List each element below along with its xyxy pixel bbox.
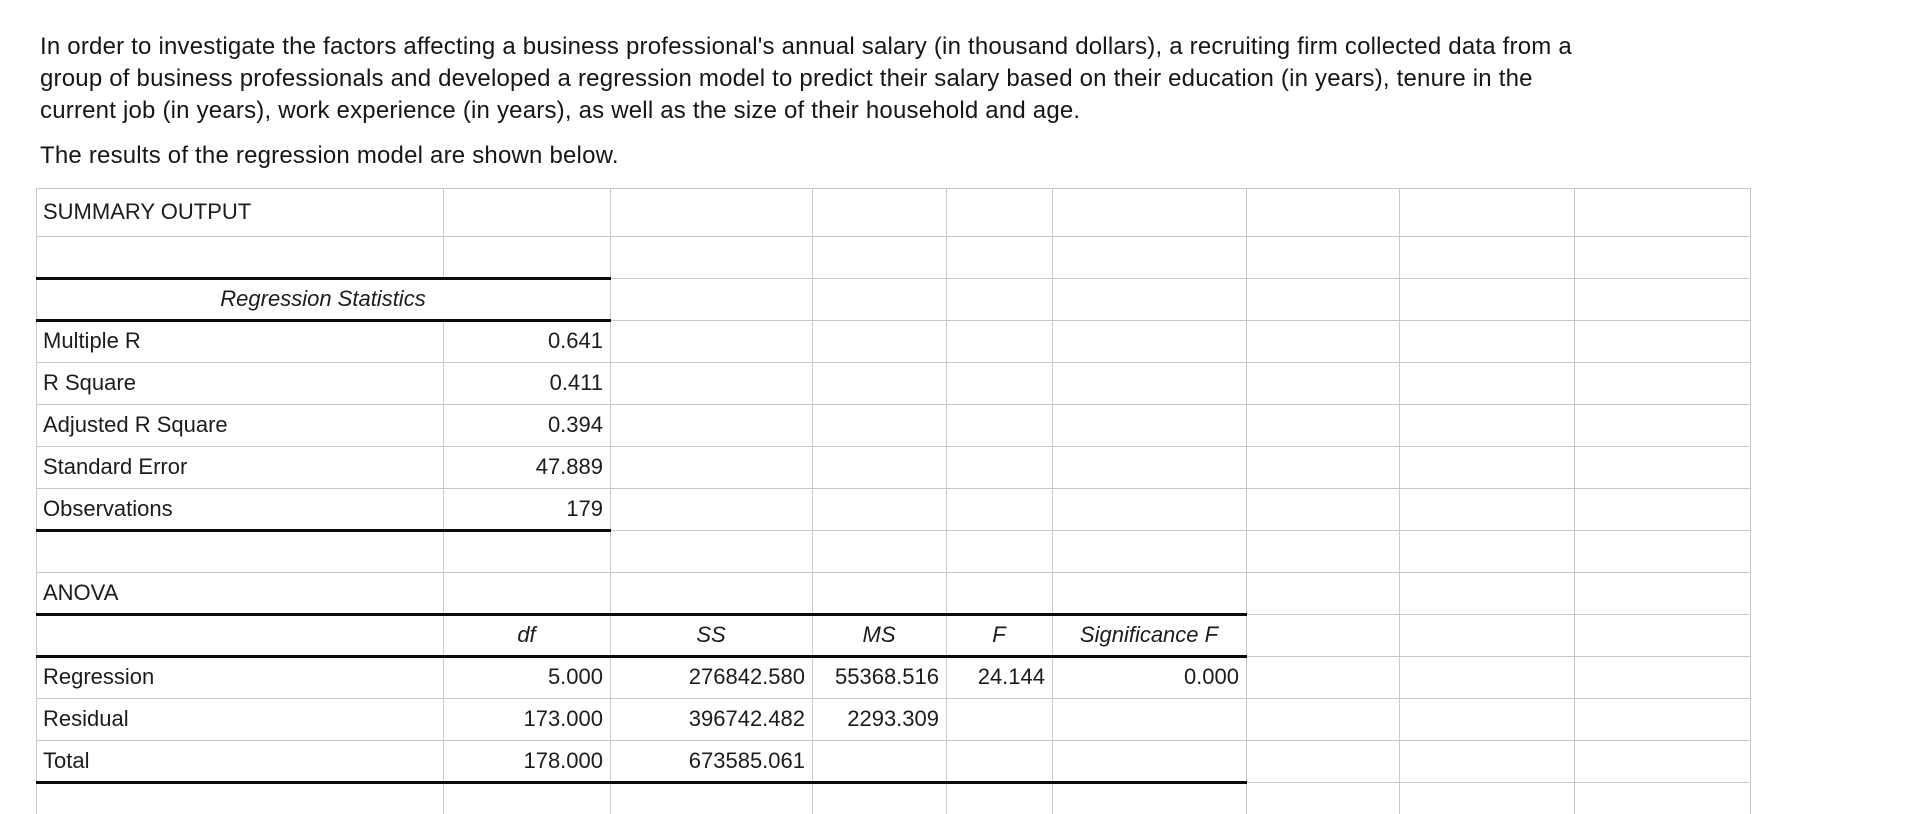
anova-df: 5.000 bbox=[547, 664, 603, 689]
anova-ss: 276842.580 bbox=[688, 664, 805, 689]
stat-value: 0.394 bbox=[547, 412, 603, 437]
grid-line-vertical bbox=[443, 320, 444, 814]
anova-ss: 673585.061 bbox=[688, 748, 805, 773]
grid-line-horizontal bbox=[36, 446, 1751, 447]
section-border bbox=[36, 655, 1247, 658]
anova-significance-f bbox=[1052, 740, 1246, 782]
anova-header-ms: MS bbox=[862, 622, 896, 647]
stat-value: 47.889 bbox=[535, 454, 603, 479]
grid-line-vertical bbox=[1052, 188, 1053, 814]
anova-ms: 2293.309 bbox=[847, 706, 939, 731]
stat-label: Standard Error bbox=[43, 454, 188, 479]
grid-line-vertical bbox=[812, 188, 813, 814]
section-border bbox=[36, 319, 611, 322]
grid-line-horizontal bbox=[36, 530, 1751, 531]
section-border bbox=[36, 781, 1247, 784]
section-border bbox=[36, 529, 611, 532]
anova-significance-f bbox=[1052, 698, 1246, 740]
grid-line-vertical bbox=[36, 188, 37, 814]
grid-line-horizontal bbox=[36, 278, 1751, 279]
regression-statistics-title: Regression Statistics bbox=[220, 286, 426, 311]
anova-label: Regression bbox=[43, 664, 155, 689]
grid-line-horizontal bbox=[36, 362, 1751, 363]
stat-label: Multiple R bbox=[43, 328, 141, 353]
anova-significance-f: 0.000 bbox=[1183, 664, 1239, 689]
intro-line-3: current job (in years), work experience … bbox=[40, 97, 1081, 124]
summary-output-cell: SUMMARY OUTPUT bbox=[43, 199, 252, 224]
anova-ss: 396742.482 bbox=[688, 706, 805, 731]
anova-header-df: df bbox=[517, 622, 536, 647]
anova-df: 173.000 bbox=[523, 706, 603, 731]
stat-label: Adjusted R Square bbox=[43, 412, 228, 437]
section-border bbox=[36, 613, 1247, 616]
intro-paragraph: In order to investigate the factors affe… bbox=[40, 31, 1572, 127]
regression-output-sheet: SUMMARY OUTPUT Regression Statistics Mul… bbox=[36, 188, 1751, 814]
stat-value: 0.641 bbox=[547, 328, 603, 353]
grid-line-vertical bbox=[1246, 188, 1247, 814]
stat-label: R Square bbox=[43, 370, 136, 395]
intro-line-1: In order to investigate the factors affe… bbox=[40, 33, 1572, 60]
grid-line-horizontal bbox=[36, 740, 1751, 741]
anova-df: 178.000 bbox=[523, 748, 603, 773]
anova-ms: 55368.516 bbox=[835, 664, 939, 689]
grid-line-horizontal bbox=[36, 320, 1751, 321]
anova-ms bbox=[812, 740, 946, 782]
grid-line-horizontal bbox=[36, 236, 1751, 237]
grid-line-vertical bbox=[1574, 188, 1575, 814]
anova-title: ANOVA bbox=[43, 580, 119, 605]
anova-f: 24.144 bbox=[977, 664, 1045, 689]
stat-value: 179 bbox=[566, 496, 603, 521]
grid-line-vertical bbox=[443, 188, 444, 278]
grid-line-vertical bbox=[1750, 188, 1751, 814]
results-intro-line: The results of the regression model are … bbox=[40, 142, 619, 169]
grid-line-vertical bbox=[1399, 188, 1400, 814]
anova-f bbox=[946, 698, 1052, 740]
anova-header-ss: SS bbox=[696, 622, 726, 647]
anova-header-significance-f: Significance F bbox=[1079, 622, 1219, 647]
anova-label: Residual bbox=[43, 706, 129, 731]
grid-line-horizontal bbox=[36, 188, 1751, 189]
grid-line-horizontal bbox=[36, 488, 1751, 489]
anova-f bbox=[946, 740, 1052, 782]
stat-value: 0.411 bbox=[549, 370, 603, 395]
section-border bbox=[36, 277, 611, 280]
grid-line-vertical bbox=[610, 188, 611, 814]
grid-line-horizontal bbox=[36, 572, 1751, 573]
anova-header-f: F bbox=[992, 622, 1006, 647]
stat-label: Observations bbox=[43, 496, 173, 521]
grid-line-vertical bbox=[946, 188, 947, 814]
anova-label: Total bbox=[43, 748, 90, 773]
grid-line-horizontal bbox=[36, 404, 1751, 405]
grid-line-horizontal bbox=[36, 698, 1751, 699]
intro-line-2: group of business professionals and deve… bbox=[40, 65, 1533, 92]
